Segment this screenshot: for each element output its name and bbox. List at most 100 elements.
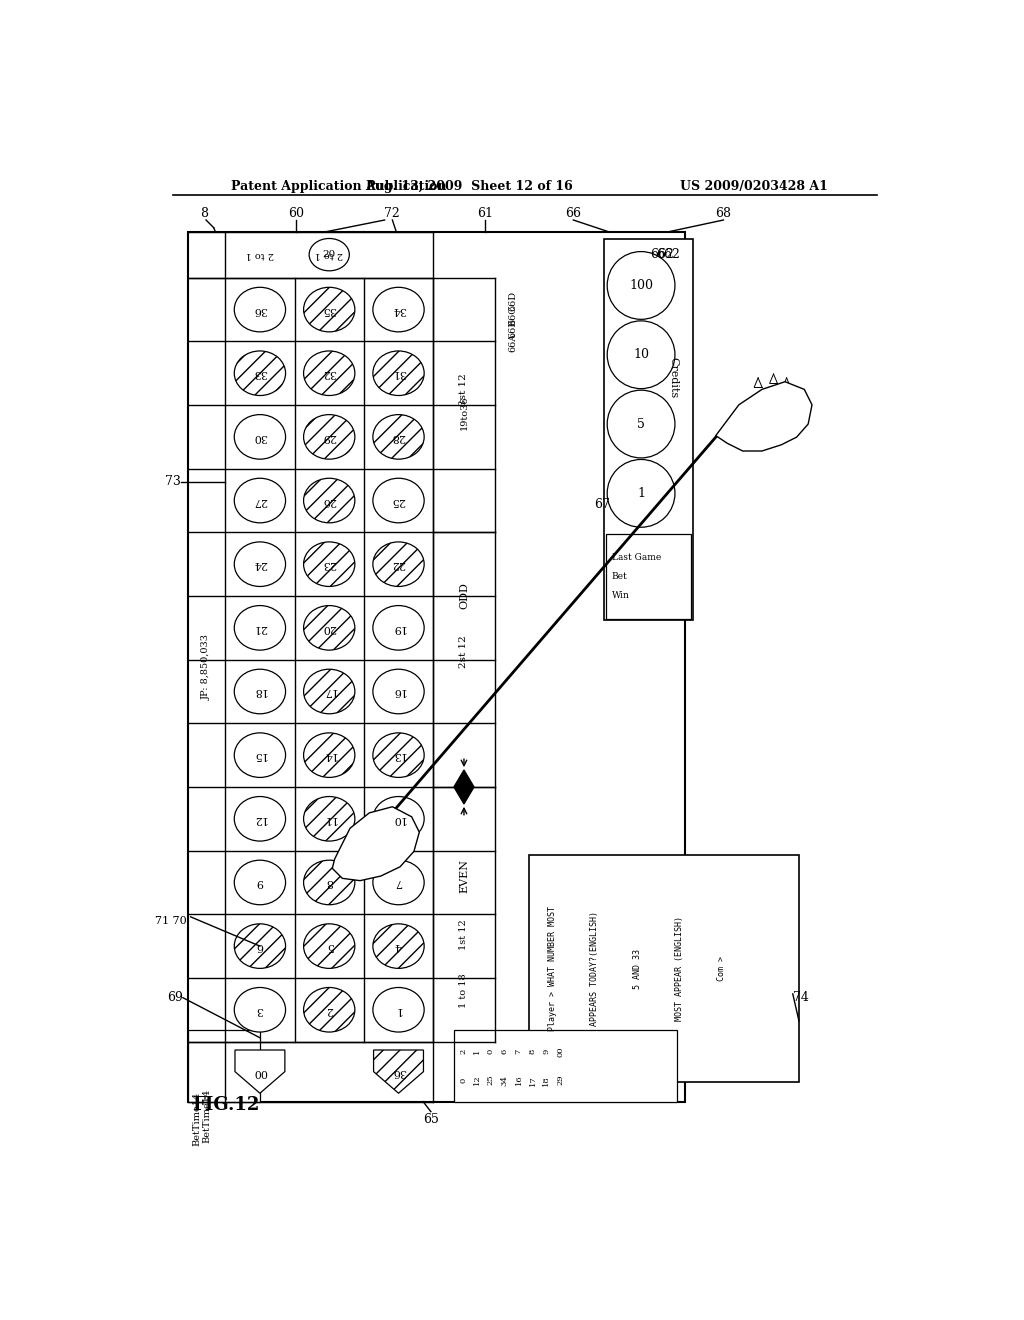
Text: 17: 17 [323, 686, 336, 697]
Text: 1: 1 [473, 1049, 481, 1055]
Text: 8: 8 [528, 1049, 537, 1055]
Text: 25: 25 [391, 495, 406, 506]
Text: 6: 6 [501, 1049, 509, 1055]
Text: 1 to 18: 1 to 18 [460, 973, 468, 1008]
Text: 13: 13 [391, 750, 406, 760]
Ellipse shape [234, 733, 286, 777]
Ellipse shape [303, 288, 355, 331]
Text: 20: 20 [323, 251, 336, 259]
Text: 72: 72 [384, 207, 400, 220]
Text: Bet: Bet [611, 572, 628, 581]
Text: 12: 12 [253, 814, 267, 824]
Text: 0: 0 [459, 1077, 467, 1082]
Text: 5: 5 [637, 417, 645, 430]
Ellipse shape [234, 924, 286, 969]
Text: US 2009/0203428 A1: US 2009/0203428 A1 [680, 180, 828, 193]
Text: 5 AND 33: 5 AND 33 [633, 949, 642, 989]
Text: 17: 17 [528, 1074, 537, 1085]
Text: 36: 36 [391, 1067, 406, 1077]
Text: 34: 34 [391, 305, 406, 314]
Ellipse shape [303, 861, 355, 904]
Ellipse shape [373, 733, 424, 777]
Text: 36: 36 [253, 305, 267, 314]
Text: 6: 6 [256, 941, 263, 952]
Text: 00: 00 [556, 1047, 564, 1057]
Text: 2: 2 [326, 1005, 333, 1015]
Text: 69: 69 [167, 991, 183, 1005]
Text: 74: 74 [793, 991, 808, 1005]
Text: 12: 12 [473, 1074, 481, 1085]
Text: 66: 66 [565, 207, 582, 220]
Text: 33: 33 [253, 368, 267, 379]
Text: APPEARS TODAY?(ENGLISH): APPEARS TODAY?(ENGLISH) [591, 911, 599, 1027]
Text: 32: 32 [323, 368, 336, 379]
Ellipse shape [373, 288, 424, 331]
Text: 16: 16 [391, 686, 406, 697]
Ellipse shape [373, 861, 424, 904]
Text: 18: 18 [253, 686, 267, 697]
Text: Credits: Credits [669, 358, 679, 399]
Text: 28: 28 [391, 432, 406, 442]
Text: BetTime14: BetTime14 [193, 1092, 201, 1146]
Text: JP: 8,850,033: JP: 8,850,033 [203, 634, 211, 700]
Ellipse shape [234, 478, 286, 523]
Ellipse shape [607, 252, 675, 319]
Text: 662: 662 [656, 248, 680, 261]
Text: 16: 16 [515, 1074, 522, 1085]
Text: 8: 8 [200, 207, 208, 220]
Text: 662: 662 [650, 248, 674, 261]
Ellipse shape [607, 391, 675, 458]
Ellipse shape [234, 351, 286, 396]
Text: 73: 73 [165, 475, 181, 488]
Ellipse shape [234, 861, 286, 904]
Text: 25: 25 [487, 1074, 495, 1085]
Text: 30: 30 [253, 432, 267, 442]
Bar [604, 239, 692, 620]
Text: 24: 24 [253, 560, 267, 569]
Bar [188, 231, 685, 1102]
Ellipse shape [607, 321, 675, 388]
Text: 68: 68 [716, 207, 731, 220]
Text: 2 to 1: 2 to 1 [315, 251, 343, 259]
Ellipse shape [373, 606, 424, 651]
Ellipse shape [303, 669, 355, 714]
Text: 8: 8 [326, 878, 333, 887]
Bar [188, 1030, 260, 1102]
Text: 61: 61 [477, 207, 493, 220]
Text: 20: 20 [323, 623, 336, 632]
Text: 1st 12: 1st 12 [460, 919, 468, 950]
Ellipse shape [234, 669, 286, 714]
Text: 19: 19 [391, 623, 406, 632]
Text: 66C: 66C [509, 305, 518, 325]
Text: 35: 35 [323, 305, 336, 314]
Text: 65: 65 [423, 1113, 439, 1126]
Text: 2st 12: 2st 12 [460, 636, 468, 668]
Text: 19to36: 19to36 [460, 396, 468, 430]
Text: 5: 5 [326, 941, 333, 952]
Polygon shape [374, 1049, 424, 1093]
Bar [605, 535, 691, 619]
Ellipse shape [234, 606, 286, 651]
Text: 15: 15 [253, 750, 267, 760]
Text: 9: 9 [256, 878, 263, 887]
Ellipse shape [309, 239, 349, 271]
Ellipse shape [303, 543, 355, 586]
Text: 7: 7 [395, 878, 402, 887]
Text: 66D: 66D [509, 290, 518, 312]
Polygon shape [454, 770, 474, 804]
Text: 7: 7 [515, 1049, 522, 1055]
Ellipse shape [303, 987, 355, 1032]
Ellipse shape [303, 924, 355, 969]
Ellipse shape [303, 414, 355, 459]
Polygon shape [234, 1049, 285, 1093]
Text: 3st 12: 3st 12 [460, 374, 468, 407]
Text: 0: 0 [487, 1049, 495, 1055]
Ellipse shape [373, 478, 424, 523]
Ellipse shape [234, 543, 286, 586]
Ellipse shape [373, 987, 424, 1032]
Text: 4: 4 [395, 941, 402, 952]
Ellipse shape [373, 351, 424, 396]
Text: 18: 18 [543, 1074, 550, 1085]
Bar [454, 1030, 677, 1102]
Text: ODD: ODD [459, 582, 469, 610]
